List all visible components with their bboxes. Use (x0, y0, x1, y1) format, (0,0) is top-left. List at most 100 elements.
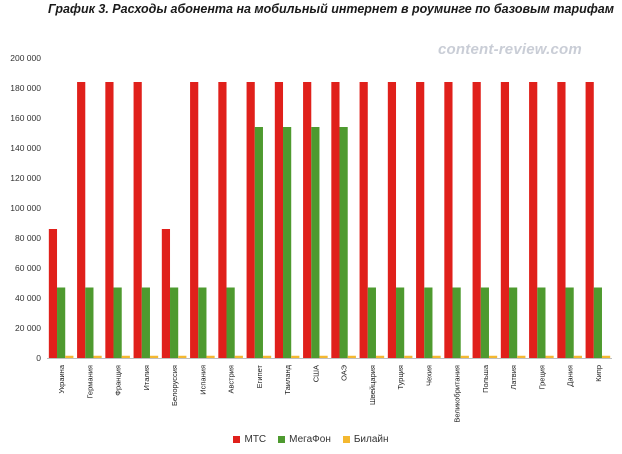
y-tick-label: 80 000 (15, 233, 41, 243)
bar-МегаФон-Дания (565, 287, 574, 358)
x-tick-label: ОАЭ (340, 364, 349, 381)
bar-МТС-Италия (133, 82, 142, 358)
bar-Билайн-Египет (262, 355, 272, 358)
bar-МегаФон-Швейцария (367, 287, 376, 358)
bar-Билайн-Кипр (601, 355, 611, 358)
x-tick-label: Италия (142, 365, 151, 391)
bar-МегаФон-Испания (198, 287, 207, 358)
bar-Билайн-Украина (65, 355, 74, 358)
bar-МТС-Латвия (500, 82, 510, 358)
bar-МТС-Австрия (218, 82, 227, 358)
y-tick-label: 0 (36, 353, 41, 363)
bar-Билайн-Великобритания (460, 355, 469, 358)
x-tick-label: Украина (57, 364, 66, 393)
y-tick-label: 20 000 (15, 323, 41, 333)
bar-МТС-Великобритания (444, 82, 453, 358)
bar-Билайн-Франция (121, 355, 130, 358)
x-tick-label: Великобритания (453, 365, 462, 423)
bar-Билайн-Дания (573, 355, 582, 358)
bar-МТС-Франция (105, 82, 114, 358)
bar-МТС-ОАЭ (331, 82, 340, 358)
bar-МегаФон-Франция (113, 287, 122, 358)
x-tick-label: Польша (481, 364, 490, 393)
bar-МТС-Египет (246, 82, 255, 358)
bar-МТС-Белоруссия (161, 229, 171, 358)
bar-МТС-Польша (472, 82, 481, 358)
bar-МТС-Украина (48, 229, 58, 358)
bar-МТС-Таиланд (274, 82, 284, 358)
bar-МегаФон-Турция (396, 287, 405, 358)
bar-Билайн-Латвия (517, 355, 526, 358)
chart-title: График 3. Расходы абонента на мобильный … (47, 2, 614, 16)
bar-МегаФон-Белоруссия (170, 287, 179, 358)
x-tick-label: Греция (537, 365, 546, 390)
y-tick-label: 140 000 (10, 143, 41, 153)
bar-Билайн-США (319, 355, 328, 358)
y-tick-label: 160 000 (10, 113, 41, 123)
bar-МТС-Чехия (416, 82, 425, 358)
bar-МегаФон-Германия (85, 287, 94, 358)
legend-item: Билайн (342, 434, 389, 445)
legend-item: МегаФон (278, 434, 331, 445)
bar-Билайн-Белоруссия (178, 355, 187, 358)
legend-swatch (278, 435, 286, 443)
x-tick-label: Египет (255, 364, 264, 388)
x-tick-label: Таиланд (283, 364, 292, 394)
y-tick-label: 120 000 (10, 173, 41, 183)
bar-МегаФон-Италия (141, 287, 150, 358)
bar-МегаФон-Украина (57, 287, 66, 358)
x-tick-label: Франция (114, 365, 123, 396)
x-tick-label: Турция (396, 365, 405, 390)
bar-МТС-Греция (529, 82, 538, 358)
legend-swatch (233, 435, 241, 443)
y-tick-label: 100 000 (10, 203, 41, 213)
bar-МегаФон-Таиланд (283, 127, 292, 358)
bar-Билайн-Чехия (432, 355, 441, 358)
bar-МТС-Испания (190, 82, 199, 358)
bar-МТС-Кипр (585, 82, 594, 358)
bar-МегаФон-Греция (537, 287, 546, 358)
y-tick-label: 180 000 (10, 83, 41, 93)
x-tick-label: Кипр (594, 365, 603, 382)
x-tick-label: Латвия (509, 365, 518, 390)
bar-МТС-Турция (387, 82, 397, 358)
bar-Билайн-Таиланд (291, 355, 300, 358)
legend: МТС МегаФон Билайн (0, 434, 622, 445)
bar-Билайн-Польша (488, 355, 498, 358)
legend-label: МегаФон (289, 434, 331, 445)
x-tick-label: Чехия (424, 365, 433, 386)
bar-Билайн-ОАЭ (347, 355, 356, 358)
x-tick-label: Швейцария (368, 365, 377, 405)
bar-МТС-Германия (77, 82, 86, 358)
y-tick-label: 40 000 (15, 293, 41, 303)
bar-МегаФон-Великобритания (452, 287, 461, 358)
bar-Билайн-Австрия (234, 355, 243, 358)
x-tick-label: Белоруссия (170, 365, 179, 406)
x-tick-label: Испания (198, 365, 207, 395)
bar-Билайн-Турция (404, 355, 413, 358)
bar-МТС-США (303, 82, 312, 358)
bar-МегаФон-Польша (480, 287, 489, 358)
x-tick-label: США (311, 365, 320, 382)
bar-Билайн-Испания (206, 355, 215, 358)
x-tick-label: Дания (566, 365, 575, 387)
y-tick-label: 200 000 (10, 53, 41, 63)
bar-МТС-Дания (557, 82, 566, 358)
bar-МегаФон-Кипр (593, 287, 602, 358)
legend-swatch (342, 435, 350, 443)
legend-label: МТС (244, 434, 267, 445)
bar-МегаФон-Латвия (509, 287, 518, 358)
bar-МегаФон-Чехия (424, 287, 433, 358)
bar-МТС-Швейцария (359, 82, 368, 358)
watermark: content-review.com (438, 41, 582, 58)
legend-label: Билайн (353, 434, 389, 445)
bar-Билайн-Италия (149, 355, 159, 358)
bar-МегаФон-США (311, 127, 320, 358)
bar-МегаФон-ОАЭ (339, 127, 348, 358)
x-tick-label: Германия (85, 365, 94, 399)
legend-item: МТС (233, 434, 266, 445)
y-tick-label: 60 000 (15, 263, 41, 273)
bar-Билайн-Швейцария (375, 355, 385, 358)
